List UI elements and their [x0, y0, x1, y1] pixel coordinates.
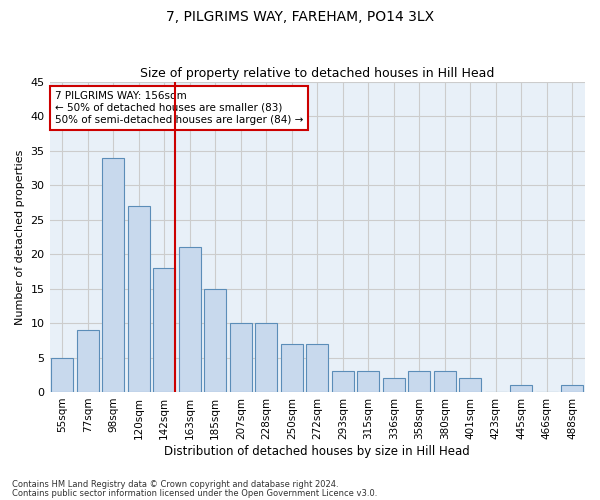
Bar [256, 323, 277, 392]
Bar [103, 158, 124, 392]
Bar [383, 378, 404, 392]
X-axis label: Distribution of detached houses by size in Hill Head: Distribution of detached houses by size … [164, 444, 470, 458]
Bar [52, 358, 73, 392]
Bar [281, 344, 302, 392]
Bar [332, 372, 353, 392]
Y-axis label: Number of detached properties: Number of detached properties [15, 150, 25, 324]
Bar [409, 372, 430, 392]
Bar [154, 268, 175, 392]
Title: Size of property relative to detached houses in Hill Head: Size of property relative to detached ho… [140, 66, 494, 80]
Text: Contains HM Land Registry data © Crown copyright and database right 2024.: Contains HM Land Registry data © Crown c… [12, 480, 338, 489]
Bar [77, 330, 98, 392]
Bar [230, 323, 251, 392]
Bar [434, 372, 455, 392]
Bar [179, 248, 200, 392]
Text: 7 PILGRIMS WAY: 156sqm
← 50% of detached houses are smaller (83)
50% of semi-det: 7 PILGRIMS WAY: 156sqm ← 50% of detached… [55, 92, 303, 124]
Bar [307, 344, 328, 392]
Text: 7, PILGRIMS WAY, FAREHAM, PO14 3LX: 7, PILGRIMS WAY, FAREHAM, PO14 3LX [166, 10, 434, 24]
Bar [128, 206, 149, 392]
Bar [562, 385, 583, 392]
Bar [358, 372, 379, 392]
Bar [205, 288, 226, 392]
Bar [460, 378, 481, 392]
Text: Contains public sector information licensed under the Open Government Licence v3: Contains public sector information licen… [12, 488, 377, 498]
Bar [511, 385, 532, 392]
